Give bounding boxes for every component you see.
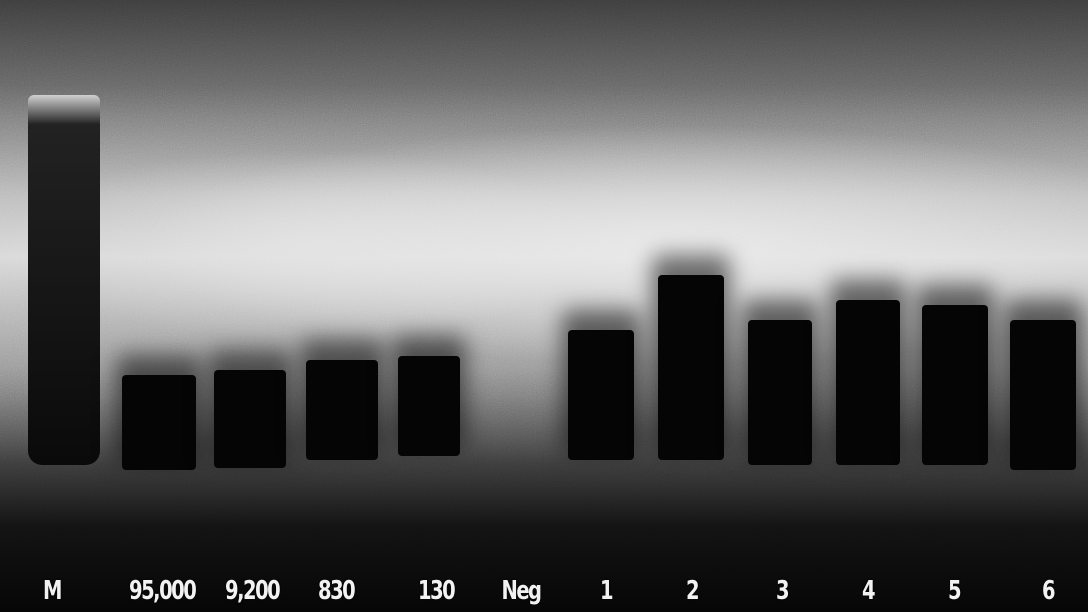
lane-label-neg: Neg [501, 576, 543, 606]
band-2 [658, 275, 724, 460]
lane-label-6: 6 [1042, 576, 1056, 606]
band-1 [568, 330, 634, 460]
lane-label-2: 2 [686, 576, 700, 606]
lane-label-9200: 9,200 [225, 576, 281, 606]
band-830 [306, 360, 378, 460]
lane-label-3: 3 [776, 576, 790, 606]
band-4 [836, 300, 900, 465]
lane-label-5: 5 [948, 576, 962, 606]
lane-label-95000: 95,000 [129, 576, 197, 606]
marker-lane [28, 95, 100, 465]
band-3 [748, 320, 812, 465]
lane-label-130: 130 [418, 576, 456, 606]
lane-label-830: 830 [318, 576, 356, 606]
band-5 [922, 305, 988, 465]
band-6 [1010, 320, 1076, 470]
lane-label-M: M [42, 576, 62, 606]
lane-label-1: 1 [600, 576, 614, 606]
band-9200 [214, 370, 286, 468]
band-95000 [122, 375, 196, 470]
band-130 [398, 356, 460, 456]
lane-label-4: 4 [862, 576, 876, 606]
